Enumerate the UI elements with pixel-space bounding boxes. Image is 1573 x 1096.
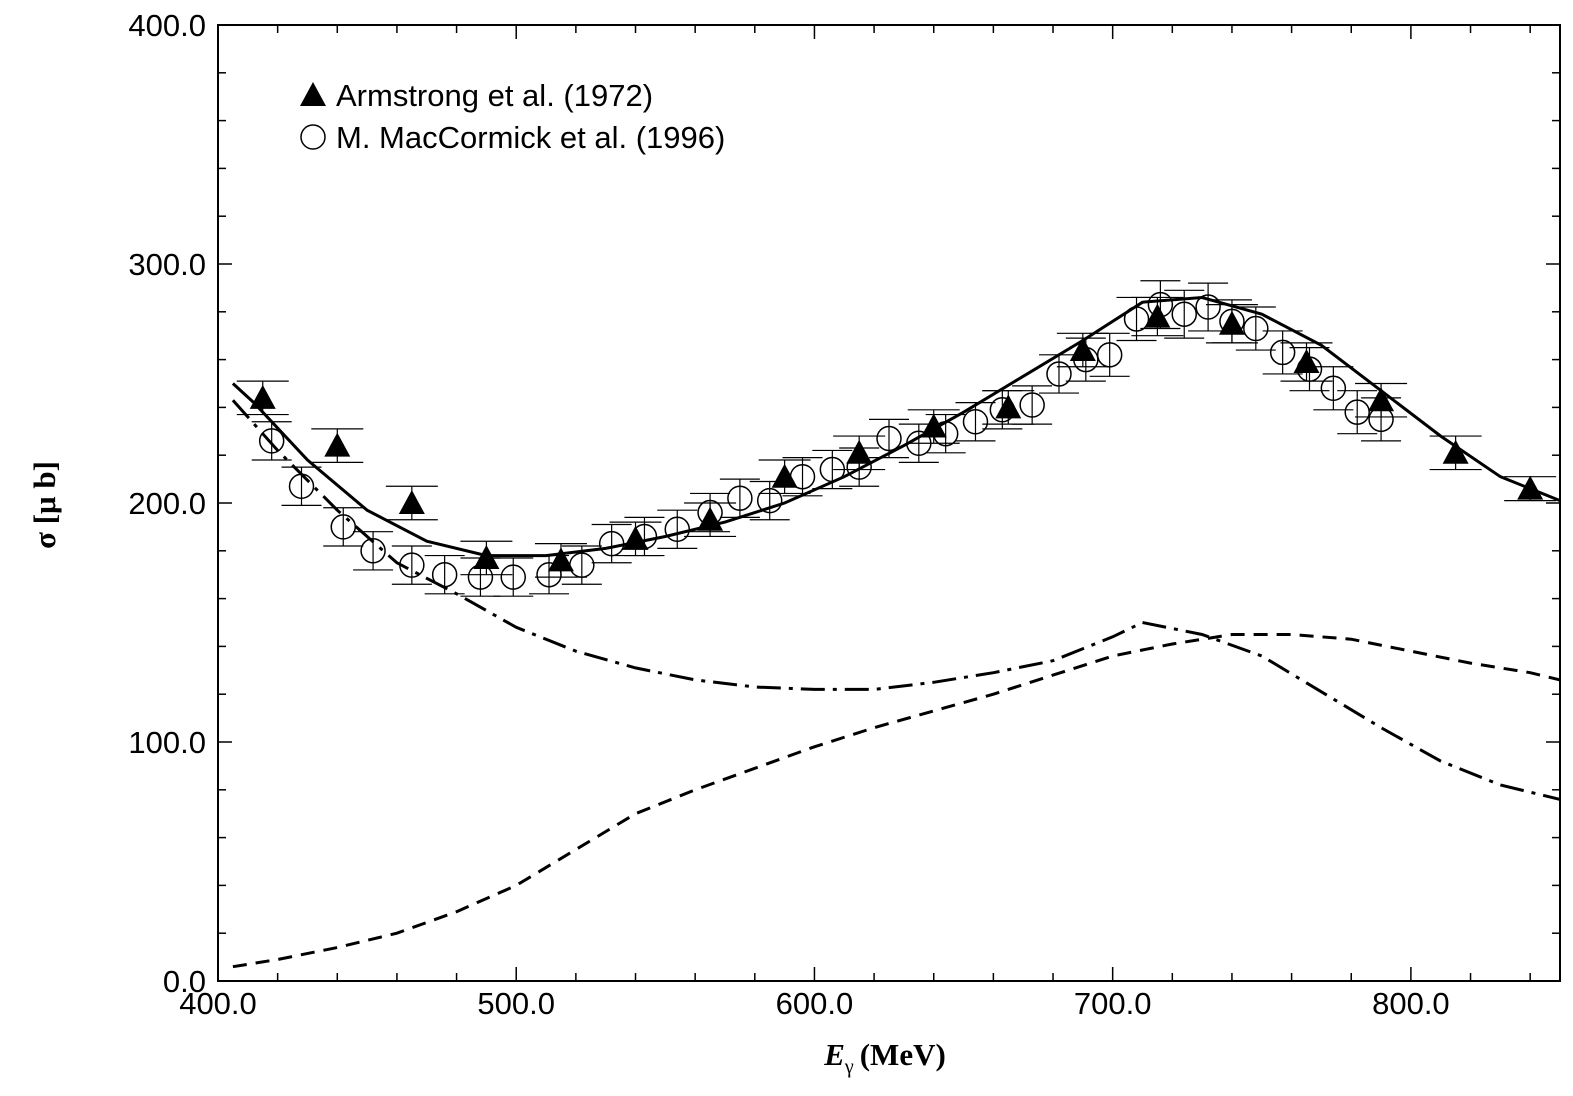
data-point-armstrong xyxy=(920,413,947,438)
data-point-maccormick xyxy=(989,397,1016,423)
data-point-maccormick xyxy=(1219,308,1245,335)
axis-ticks xyxy=(217,24,1560,982)
x-axis-symbol: E xyxy=(823,1037,845,1072)
data-point-maccormick xyxy=(1171,301,1197,327)
data-point-maccormick xyxy=(500,564,526,590)
x-tick-label: 500.0 xyxy=(477,986,555,1021)
x-tick-label: 700.0 xyxy=(1074,986,1152,1021)
legend-label-armstrong: Armstrong et al. (1972) xyxy=(336,78,653,113)
legend-label-maccormick: M. MacCormick et al. (1996) xyxy=(336,120,725,155)
tick-labels: 400.0 500.0 600.0 700.0 800.0 0.0 100.0 200.0 30… xyxy=(128,8,1449,1021)
x-tick-label: 600.0 xyxy=(776,986,854,1021)
data-point-maccormick xyxy=(1344,399,1370,425)
data-point-armstrong xyxy=(1368,387,1395,412)
data-point-maccormick xyxy=(846,454,872,480)
data-markers xyxy=(249,291,1544,590)
data-point-armstrong xyxy=(249,384,276,409)
data-point-maccormick xyxy=(1320,375,1347,402)
data-point-maccormick xyxy=(1147,291,1174,318)
data-point-maccormick xyxy=(1243,315,1269,342)
data-point-armstrong xyxy=(1293,348,1320,373)
data-point-maccormick xyxy=(1046,361,1072,387)
data-point-maccormick xyxy=(258,428,285,454)
data-point-maccormick xyxy=(1296,356,1323,382)
data-point-maccormick xyxy=(1368,406,1394,433)
data-point-maccormick xyxy=(789,463,816,490)
x-axis-unit: (MeV) xyxy=(860,1037,946,1072)
data-point-maccormick xyxy=(536,561,562,588)
x-tick-label: 400.0 xyxy=(179,986,257,1021)
curve-solid xyxy=(231,295,1561,558)
data-point-maccormick xyxy=(569,552,595,578)
curve-dash-dot xyxy=(231,399,1561,801)
y-tick-label: 300.0 xyxy=(128,247,206,282)
y-axis-title: σ [μ b] xyxy=(27,461,62,549)
data-point-armstrong xyxy=(398,490,425,514)
data-point-armstrong xyxy=(697,506,724,531)
plot-area-border xyxy=(217,24,1561,982)
data-point-armstrong xyxy=(547,547,574,572)
data-point-armstrong xyxy=(622,525,649,550)
data-point-maccormick xyxy=(727,485,753,511)
axis-titles: σ [μ b] Eγ (MeV) xyxy=(27,461,946,1078)
data-point-maccormick xyxy=(876,425,902,452)
legend: Armstrong et al. (1972) M. MacCormick et… xyxy=(300,78,725,155)
data-point-armstrong xyxy=(324,432,351,457)
curve-dashed xyxy=(232,633,1561,969)
data-point-maccormick xyxy=(1073,346,1099,373)
data-point-maccormick xyxy=(664,516,691,543)
data-point-maccormick xyxy=(467,564,494,590)
data-point-maccormick xyxy=(819,456,846,483)
data-point-armstrong xyxy=(473,544,500,569)
model-curves xyxy=(231,295,1561,969)
legend-triangle-marker xyxy=(300,82,326,106)
data-point-maccormick xyxy=(1123,306,1150,332)
data-point-armstrong xyxy=(1442,439,1469,464)
y-tick-label: 0.0 xyxy=(163,964,206,999)
data-point-maccormick xyxy=(1195,294,1221,320)
data-point-maccormick xyxy=(330,514,357,540)
data-point-maccormick xyxy=(756,487,783,514)
data-point-maccormick xyxy=(399,552,425,578)
error-bars xyxy=(236,280,1557,597)
plot-frame xyxy=(217,24,1561,982)
data-point-maccormick xyxy=(697,499,723,526)
data-point-maccormick xyxy=(288,473,315,500)
data-point-maccormick xyxy=(962,408,989,435)
data-point-maccormick xyxy=(598,530,625,557)
legend-circle-marker xyxy=(300,124,326,150)
data-point-maccormick xyxy=(431,561,458,588)
data-point-maccormick xyxy=(932,420,959,447)
x-axis-title: Eγ (MeV) xyxy=(823,1037,946,1078)
data-point-armstrong xyxy=(1069,337,1096,362)
y-tick-label: 400.0 xyxy=(128,8,206,43)
y-tick-label: 200.0 xyxy=(128,486,206,521)
data-point-maccormick xyxy=(1019,392,1045,418)
data-point-maccormick xyxy=(360,538,386,564)
x-axis-subscript: γ xyxy=(844,1056,854,1078)
y-tick-label: 100.0 xyxy=(128,725,206,760)
data-point-maccormick xyxy=(631,523,658,550)
data-point-maccormick xyxy=(906,430,932,456)
data-point-armstrong xyxy=(1517,475,1544,500)
x-tick-label: 800.0 xyxy=(1372,986,1450,1021)
data-point-armstrong xyxy=(1218,310,1245,335)
data-point-maccormick xyxy=(1096,342,1123,368)
data-point-maccormick xyxy=(1269,339,1296,366)
